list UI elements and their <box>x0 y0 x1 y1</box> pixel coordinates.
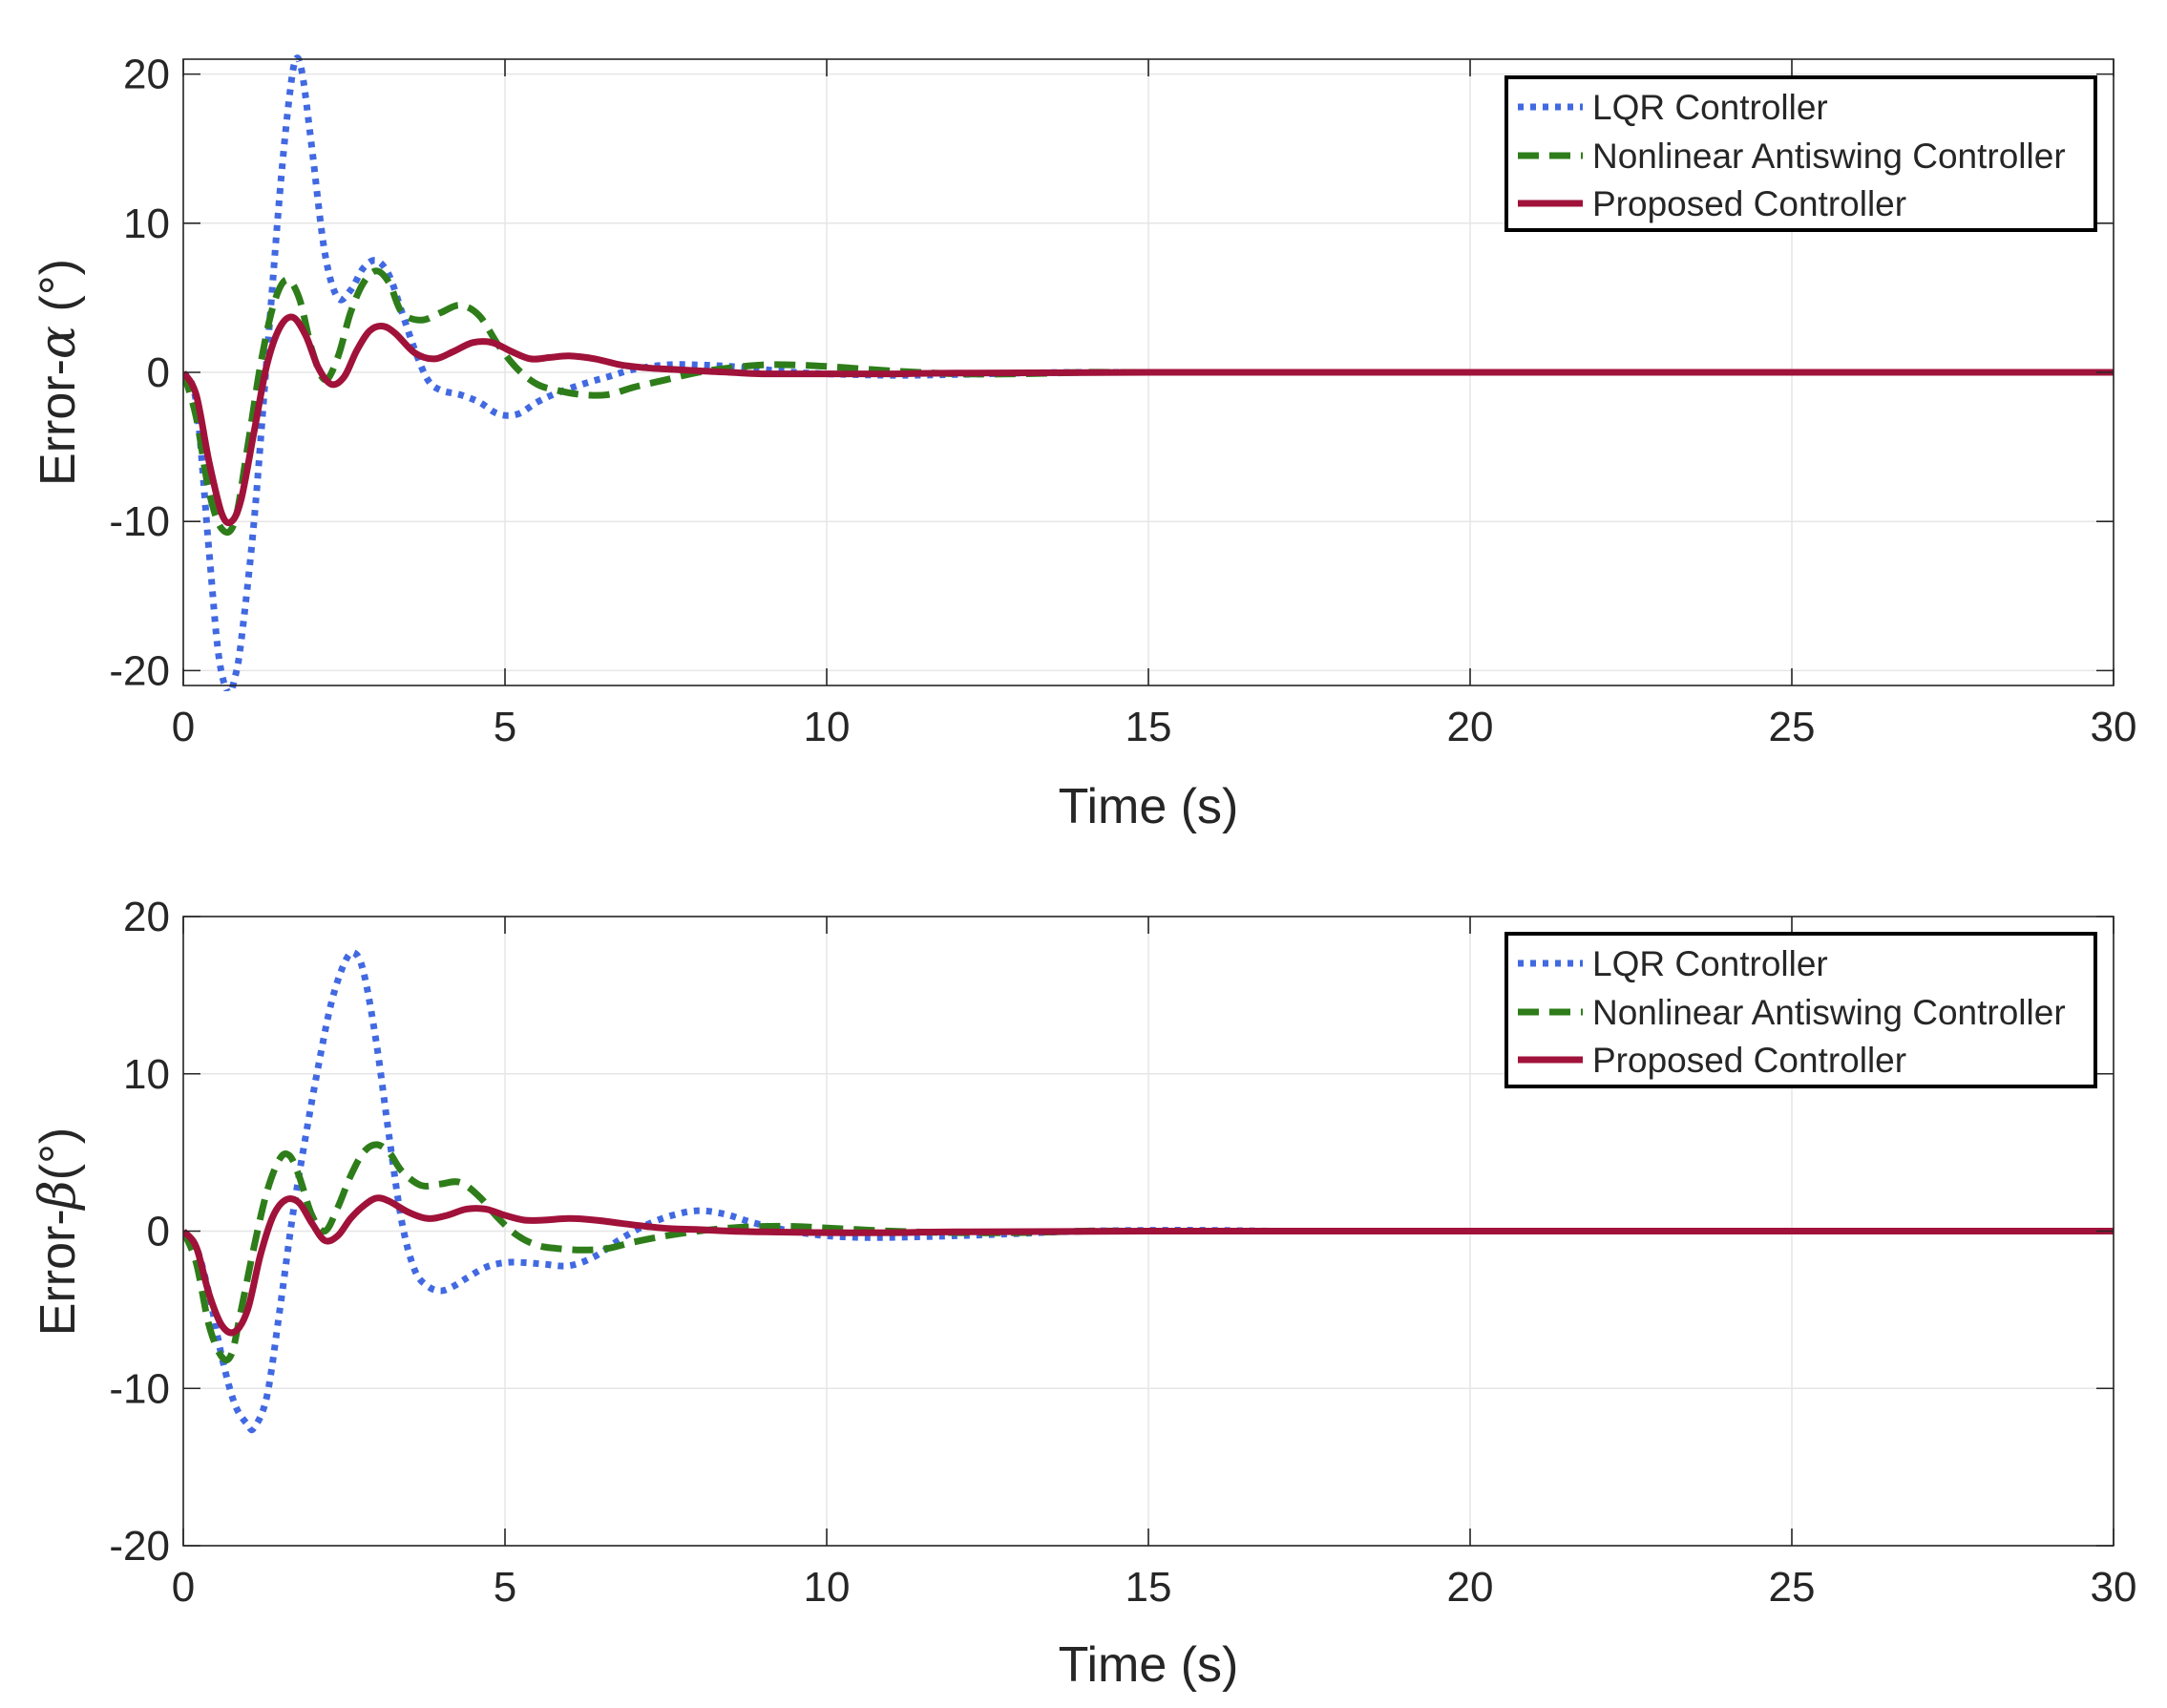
legend-label-nonlinear-antiswing: Nonlinear Antiswing Controller <box>1592 993 2066 1032</box>
y-tick-label: 10 <box>123 200 170 247</box>
error-alpha-panel: 0 5 10 15 20 25 30 -20 -10 0 10 20 Time (s) Error-α… <box>30 52 2136 834</box>
x-tick-label: 25 <box>1769 704 1816 750</box>
series-line-proposed <box>183 1194 2114 1337</box>
y-axis-title-suffix: (°) <box>31 1128 86 1180</box>
legend-label-proposed: Proposed Controller <box>1592 1041 1906 1080</box>
x-tick-label: 15 <box>1126 1564 1172 1611</box>
x-tick-label: 15 <box>1126 704 1172 750</box>
y-tick-label: 20 <box>123 894 170 940</box>
legend-label-proposed: Proposed Controller <box>1592 184 1906 223</box>
x-tick-label: 5 <box>494 704 516 750</box>
x-tick-label: 10 <box>804 1564 851 1611</box>
x-tick-label: 10 <box>804 704 851 750</box>
tick-labels: 0 5 10 15 20 25 30 -20 -10 0 10 20 <box>109 894 2136 1611</box>
y-axis-title-symbol: β <box>30 1180 87 1211</box>
x-tick-label: 5 <box>494 1564 516 1611</box>
x-tick-label: 0 <box>172 704 195 750</box>
legend-box <box>1504 932 2097 1088</box>
x-tick-label: 25 <box>1769 1564 1816 1611</box>
series-group <box>183 54 2114 691</box>
y-axis-title-symbol: α <box>30 326 87 359</box>
legend: LQR Controller Nonlinear Antiswing Contr… <box>1504 75 2097 232</box>
tick-labels: 0 5 10 15 20 25 30 -20 -10 0 10 20 <box>109 52 2136 750</box>
y-tick-label: -20 <box>109 647 170 694</box>
series-group <box>183 949 2114 1434</box>
y-axis-title: Error-β(°) <box>30 1128 87 1336</box>
x-tick-label: 0 <box>172 1564 195 1611</box>
x-axis-title: Time (s) <box>1059 1637 1239 1693</box>
y-tick-label: -10 <box>109 498 170 545</box>
x-tick-label: 30 <box>2091 704 2137 750</box>
legend-box <box>1504 75 2097 232</box>
y-axis-title: Error-α (°) <box>30 259 87 486</box>
legend-label-lqr: LQR Controller <box>1592 88 1828 127</box>
y-tick-label: 20 <box>123 52 170 98</box>
y-tick-label: -10 <box>109 1365 170 1412</box>
series-line-nonlinear-antiswing <box>183 267 2114 537</box>
series-line-proposed <box>183 313 2114 527</box>
x-tick-label: 20 <box>1447 704 1494 750</box>
error-beta-panel: 0 5 10 15 20 25 30 -20 -10 0 10 20 Time (s) Error-β… <box>30 894 2136 1693</box>
y-tick-label: 0 <box>147 1209 170 1255</box>
y-tick-label: 0 <box>147 349 170 396</box>
y-tick-label: 10 <box>123 1051 170 1098</box>
legend-label-nonlinear-antiswing: Nonlinear Antiswing Controller <box>1592 137 2066 176</box>
legend-label-lqr: LQR Controller <box>1592 944 1828 983</box>
tick-marks <box>182 916 2114 1547</box>
y-axis-title-prefix: Error- <box>31 359 86 486</box>
y-axis-title-prefix: Error- <box>31 1209 86 1336</box>
legend: LQR Controller Nonlinear Antiswing Contr… <box>1504 932 2097 1088</box>
tick-marks <box>182 59 2114 685</box>
y-tick-label: -20 <box>109 1523 170 1570</box>
x-tick-label: 30 <box>2091 1564 2137 1611</box>
x-axis-title: Time (s) <box>1059 779 1239 834</box>
x-tick-label: 20 <box>1447 1564 1494 1611</box>
y-axis-title-suffix: (°) <box>31 259 86 326</box>
